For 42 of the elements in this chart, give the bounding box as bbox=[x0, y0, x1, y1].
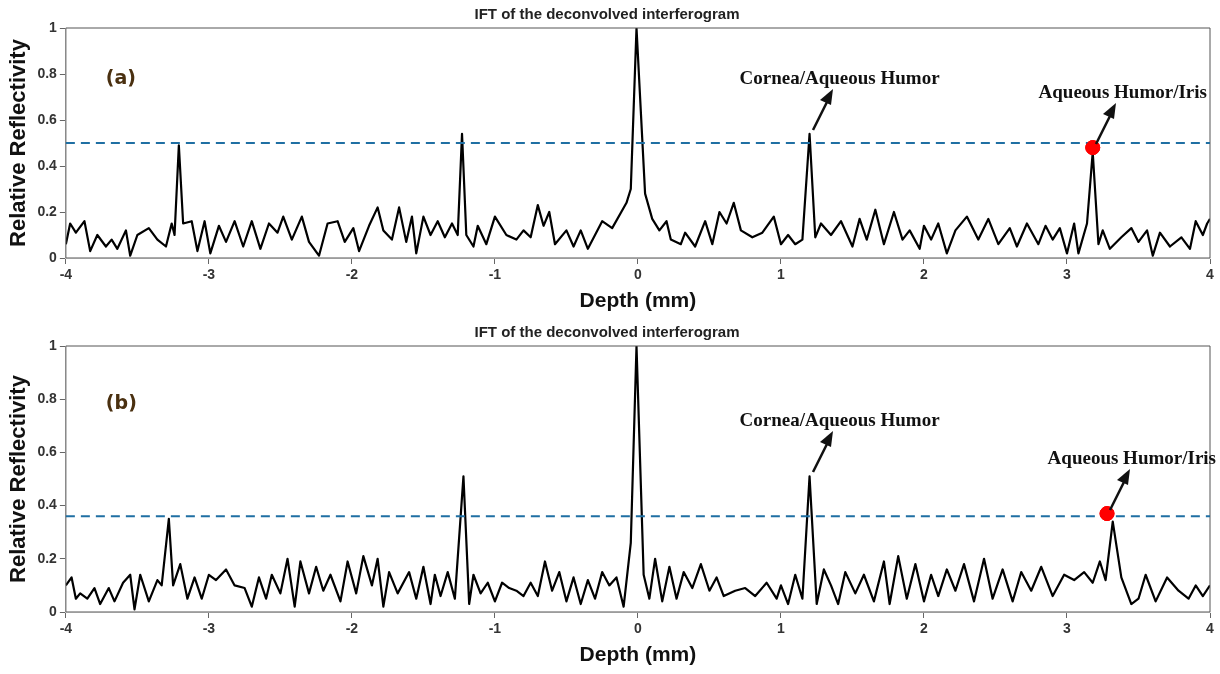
x-tick-label: 4 bbox=[1206, 620, 1215, 637]
x-tick-label: 0 bbox=[634, 266, 643, 283]
x-tick-label: 3 bbox=[1063, 620, 1072, 637]
x-tick-label: 4 bbox=[1206, 266, 1215, 283]
y-tick-label: 0.4 bbox=[37, 496, 58, 513]
y-tick-label: 0.6 bbox=[37, 443, 58, 460]
y-tick-label: 1 bbox=[49, 18, 58, 35]
y-tick-label: 0.2 bbox=[37, 549, 58, 566]
x-axis-title: Depth (mm) bbox=[579, 642, 697, 666]
x-tick-label: -1 bbox=[488, 620, 502, 637]
x-tick-label: 0 bbox=[634, 620, 643, 637]
x-tick-label: 1 bbox=[777, 266, 786, 283]
x-tick-label: -2 bbox=[345, 620, 359, 637]
x-tick-label: 3 bbox=[1063, 266, 1072, 283]
annotation: Aqueous Humor/Iris bbox=[1047, 446, 1216, 468]
y-tick-label: 0.8 bbox=[37, 390, 58, 407]
y-tick-label: 1 bbox=[49, 336, 58, 353]
y-tick-label: 0.6 bbox=[37, 110, 58, 127]
annotation: Cornea/Aqueous Humor bbox=[739, 409, 941, 431]
x-tick-label: -3 bbox=[202, 620, 216, 637]
x-tick-label: -1 bbox=[488, 266, 502, 283]
chart-title: IFT of the deconvolved interferogram bbox=[474, 323, 740, 341]
y-tick-label: 0 bbox=[49, 602, 58, 619]
x-tick-label: 1 bbox=[777, 620, 786, 637]
x-tick-label: -4 bbox=[59, 620, 73, 637]
x-tick-label: -4 bbox=[59, 266, 73, 283]
x-tick-label: -3 bbox=[202, 266, 216, 283]
annotation: Aqueous Humor/Iris bbox=[1038, 80, 1207, 102]
x-axis-title: Depth (mm) bbox=[579, 288, 697, 312]
y-axis-title: Relative Reflectivity bbox=[5, 38, 31, 247]
x-tick-label: 2 bbox=[920, 620, 929, 637]
x-tick-label: 2 bbox=[920, 266, 929, 283]
x-tick-label: -2 bbox=[345, 266, 359, 283]
y-tick-label: 0.2 bbox=[37, 202, 58, 219]
y-tick-label: 0.4 bbox=[37, 156, 58, 173]
annotation: (a) bbox=[105, 65, 137, 88]
chart-title: IFT of the deconvolved interferogram bbox=[474, 5, 740, 23]
y-axis-title: Relative Reflectivity bbox=[5, 374, 31, 583]
annotation: Cornea/Aqueous Humor bbox=[739, 66, 941, 88]
annotation: (b) bbox=[105, 391, 137, 414]
y-tick-label: 0.8 bbox=[37, 64, 58, 81]
y-tick-label: 0 bbox=[49, 248, 58, 265]
